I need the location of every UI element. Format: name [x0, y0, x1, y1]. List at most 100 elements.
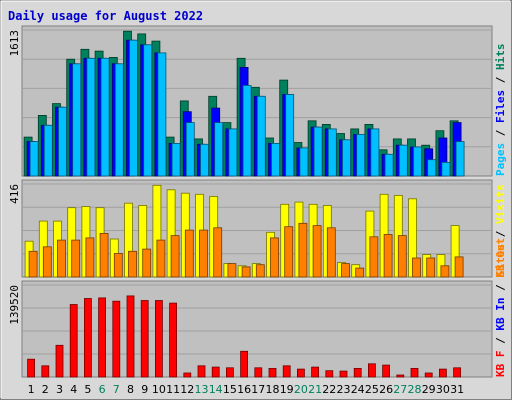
bar-kb-f-day-7: [112, 300, 121, 378]
bar-kb-f-day-31: [453, 367, 462, 378]
x-tick-label-day-29: 29: [422, 383, 436, 396]
bar-sites-day-22: [326, 227, 336, 278]
bar-pages-day-16: [242, 85, 252, 177]
x-tick-label-day-5: 5: [84, 383, 91, 396]
bar-pages-day-1: [29, 141, 39, 177]
bar-kb-f-day-8: [126, 295, 135, 378]
legend-separator: /: [494, 123, 507, 143]
bar-pages-day-2: [43, 124, 53, 177]
bar-sites-day-9: [142, 248, 152, 278]
x-tick-label-day-9: 9: [141, 383, 148, 396]
bar-sites-day-12: [184, 229, 194, 278]
legend-separator: /: [494, 70, 507, 90]
x-tick-label-day-31: 31: [450, 383, 464, 396]
bar-sites-day-27: [397, 235, 407, 278]
bar-sites-day-18: [270, 237, 279, 278]
bar-kb-f-day-19: [282, 365, 291, 378]
bar-kb-f-day-6: [98, 297, 106, 378]
x-tick-label-day-4: 4: [70, 383, 77, 396]
legend-hits: Hits: [494, 44, 507, 71]
x-tick-label-day-11: 11: [166, 383, 180, 396]
bar-sites-day-4: [71, 239, 81, 278]
bar-sites-day-13: [199, 229, 208, 278]
bar-sites-day-21: [312, 225, 322, 278]
panel3-ymax-label: 139520: [8, 285, 21, 325]
bar-pages-day-30: [441, 161, 451, 177]
x-tick-label-day-19: 19: [280, 383, 294, 396]
bar-sites-day-10: [156, 239, 166, 278]
legend-separator: /: [494, 278, 507, 298]
bar-sites-day-8: [128, 250, 137, 278]
legend-separator: /: [494, 331, 507, 351]
x-tick-label-day-20: 20: [294, 383, 308, 396]
bar-kb-f-day-17: [254, 367, 263, 378]
bar-pages-day-7: [114, 63, 124, 177]
x-tick-label-day-13: 13: [195, 383, 209, 396]
bar-sites-day-3: [57, 239, 66, 278]
legend-separator: /: [494, 224, 507, 244]
x-tick-label-day-21: 21: [308, 383, 322, 396]
bar-pages-day-24: [356, 133, 366, 177]
bar-sites-day-30: [440, 265, 450, 278]
bar-pages-day-11: [171, 142, 181, 177]
x-tick-label-day-25: 25: [365, 383, 379, 396]
bar-sites-day-15: [227, 263, 237, 278]
bar-pages-day-25: [370, 128, 380, 177]
bar-kb-f-day-25: [367, 363, 376, 378]
bar-kb-f-day-1: [27, 358, 36, 378]
x-tick-label-day-23: 23: [337, 383, 351, 396]
bar-pages-day-19: [285, 94, 295, 177]
bar-sites-day-20: [298, 222, 308, 278]
x-tick-label-day-30: 30: [436, 383, 450, 396]
x-tick-label-day-24: 24: [351, 383, 365, 396]
bar-kb-f-day-9: [140, 300, 149, 378]
bar-sites-day-11: [170, 235, 180, 278]
bar-pages-day-20: [299, 147, 309, 177]
x-tick-label-day-6: 6: [99, 383, 106, 396]
x-tick-label-day-27: 27: [393, 383, 407, 396]
bar-pages-day-29: [427, 159, 437, 177]
bar-kb-f-day-26: [382, 364, 391, 378]
bar-pages-day-17: [256, 95, 266, 177]
bar-pages-day-22: [327, 128, 337, 177]
bar-sites-day-19: [284, 226, 294, 278]
bar-kb-f-day-2: [41, 365, 50, 378]
bar-sites-day-28: [412, 257, 421, 278]
bar-sites-day-2: [42, 246, 52, 278]
bar-sites-day-24: [355, 267, 365, 278]
bar-kb-f-day-23: [339, 370, 348, 378]
legend-pages: Pages: [494, 143, 507, 176]
legend-kb-in: KB In: [494, 298, 507, 331]
panel1-ymax-label: 1613: [8, 30, 21, 57]
bar-pages-day-4: [72, 63, 82, 177]
x-tick-label-day-12: 12: [180, 383, 194, 396]
bar-pages-day-27: [398, 144, 408, 177]
bar-kb-f-day-27: [396, 374, 405, 378]
bar-kb-f-day-12: [183, 372, 192, 378]
bar-kb-f-day-3: [55, 344, 64, 378]
bar-kb-f-day-28: [410, 367, 419, 378]
bar-pages-day-10: [157, 52, 167, 177]
bar-kb-f-day-13: [197, 365, 206, 378]
bar-sites-day-16: [241, 266, 251, 278]
bar-sites-day-23: [341, 263, 350, 278]
legend-files: Files: [494, 90, 507, 123]
bar-pages-day-5: [86, 57, 96, 177]
bar-sites-day-25: [369, 236, 379, 278]
legend-kb-out: KB Out: [494, 238, 507, 278]
bar-sites-day-29: [426, 257, 436, 278]
panel1-legend: Pages / Files / Hits: [494, 44, 507, 177]
bar-pages-day-14: [214, 122, 224, 177]
x-tick-label-day-2: 2: [42, 383, 49, 396]
x-tick-label-day-18: 18: [266, 383, 280, 396]
bar-sites-day-7: [113, 253, 123, 278]
bar-kb-f-day-18: [268, 367, 277, 378]
bar-kb-f-day-4: [69, 304, 78, 378]
bar-pages-day-3: [58, 106, 67, 177]
panel2-legend: Sites / Visits: [494, 184, 507, 277]
legend-sites: Sites: [494, 244, 507, 277]
bar-kb-f-day-11: [169, 302, 178, 378]
panel3-legend: KB F / KB In / KB Out: [494, 238, 507, 377]
bar-sites-day-14: [213, 227, 223, 278]
